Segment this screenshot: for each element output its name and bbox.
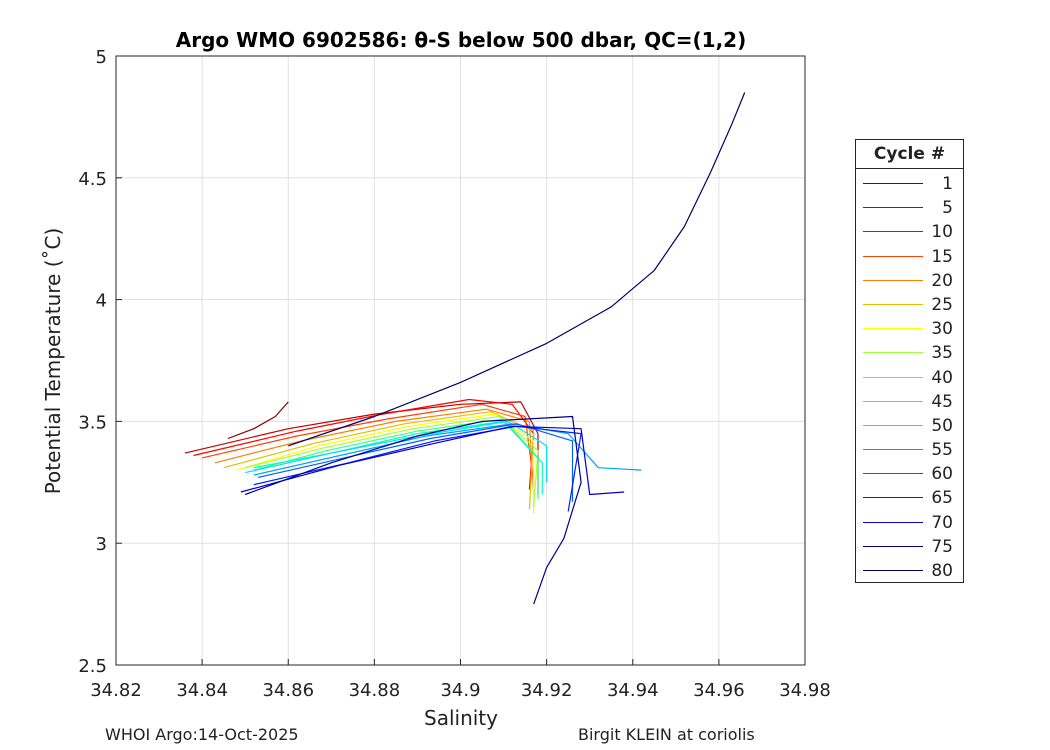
legend-item: 60 <box>856 462 963 486</box>
legend-swatch <box>863 473 923 475</box>
legend-label: 35 <box>931 343 953 364</box>
series-line-cycle-75 <box>244 415 582 605</box>
legend-label: 40 <box>931 367 953 388</box>
legend-label: 30 <box>931 319 953 340</box>
legend-item: 5 <box>856 196 963 220</box>
y-tick-label: 3.5 <box>78 412 107 433</box>
x-tick-label: 34.92 <box>521 680 573 701</box>
legend-item: 65 <box>856 486 963 510</box>
legend-label: 45 <box>931 391 953 412</box>
legend-label: 75 <box>931 536 953 557</box>
axis-ticks: 34.82 34.84 34.86 34.88 34.9 34.92 34.94 34.96 3… <box>78 47 830 701</box>
legend-item: 70 <box>856 511 963 535</box>
series-layer <box>184 92 746 605</box>
y-tick-label: 4 <box>96 291 107 312</box>
series-line-cycle-65 <box>253 425 582 512</box>
legend: Cycle # 1 5 10 15 20 25 30 35 40 45 50 55 60 65 70 75 80 <box>855 139 964 583</box>
legend-item: 45 <box>856 390 963 414</box>
legend-item: 10 <box>856 220 963 244</box>
legend-swatch <box>863 255 923 257</box>
legend-swatch <box>863 303 923 305</box>
legend-item: 15 <box>856 245 963 269</box>
legend-title: Cycle # <box>856 140 963 169</box>
legend-rows: 1 5 10 15 20 25 30 35 40 45 50 55 60 65 70 75 80 <box>856 169 963 583</box>
legend-label: 50 <box>931 415 953 436</box>
legend-swatch <box>863 400 923 402</box>
legend-swatch <box>863 376 923 378</box>
legend-swatch <box>863 207 923 209</box>
x-tick-label: 34.86 <box>262 680 314 701</box>
legend-item: 40 <box>856 366 963 390</box>
legend-item: 1 <box>856 172 963 196</box>
legend-label: 20 <box>931 270 953 291</box>
legend-swatch <box>863 449 923 451</box>
legend-item: 20 <box>856 269 963 293</box>
legend-label: 70 <box>931 512 953 533</box>
series-line-cycle-5 <box>184 401 539 495</box>
footer-credit: Birgit KLEIN at coriolis <box>578 725 755 744</box>
legend-label: 55 <box>931 440 953 461</box>
x-tick-label: 34.9 <box>440 680 480 701</box>
legend-label: 15 <box>931 246 953 267</box>
series-line-cycle-50 <box>245 420 548 483</box>
legend-label: 80 <box>931 561 953 581</box>
legend-swatch <box>863 231 923 233</box>
series-line-cycle-40 <box>253 418 539 500</box>
legend-swatch <box>863 570 923 571</box>
x-tick-label: 34.84 <box>176 680 228 701</box>
series-line-cycle-25 <box>223 411 535 510</box>
legend-label: 25 <box>931 294 953 315</box>
y-tick-label: 4.5 <box>78 169 107 190</box>
legend-label: 1 <box>942 174 953 194</box>
series-line-cycle-60 <box>257 423 574 502</box>
chart-title: Argo WMO 6902586: θ-S below 500 dbar, QC… <box>176 28 746 52</box>
legend-label: 10 <box>931 222 953 243</box>
x-tick-label: 34.94 <box>607 680 659 701</box>
legend-label: 60 <box>931 464 953 485</box>
legend-label: 65 <box>931 488 953 509</box>
x-tick-label: 34.98 <box>779 680 831 701</box>
legend-item: 35 <box>856 341 963 365</box>
legend-item: 80 <box>856 559 963 583</box>
legend-swatch <box>863 497 923 499</box>
series-line-cycle-1 <box>227 401 289 440</box>
y-tick-label: 5 <box>96 47 107 68</box>
legend-swatch <box>863 545 923 547</box>
legend-item: 25 <box>856 293 963 317</box>
legend-item: 50 <box>856 414 963 438</box>
series-line-cycle-80 <box>288 92 746 447</box>
x-tick-label: 34.88 <box>349 680 401 701</box>
y-axis-label: Potential Temperature (˚C) <box>41 228 65 495</box>
legend-item: 75 <box>856 535 963 559</box>
series-line-cycle-20 <box>214 408 535 495</box>
legend-item: 55 <box>856 438 963 462</box>
series-line-cycle-70 <box>240 425 625 496</box>
legend-swatch <box>863 183 923 184</box>
legend-item: 30 <box>856 317 963 341</box>
x-tick-label: 34.82 <box>90 680 142 701</box>
legend-swatch <box>863 328 923 330</box>
series-line-cycle-35 <box>245 415 539 507</box>
y-tick-label: 3 <box>96 534 107 555</box>
legend-swatch <box>863 279 923 281</box>
y-tick-label: 2.5 <box>78 656 107 677</box>
legend-swatch <box>863 521 923 523</box>
legend-swatch <box>863 424 923 426</box>
series-line-cycle-55 <box>253 423 642 476</box>
legend-swatch <box>863 352 923 354</box>
footer-source: WHOI Argo:14-Oct-2025 <box>105 725 299 744</box>
x-axis-label: Salinity <box>424 706 498 730</box>
x-tick-label: 34.96 <box>693 680 745 701</box>
legend-label: 5 <box>942 198 953 219</box>
